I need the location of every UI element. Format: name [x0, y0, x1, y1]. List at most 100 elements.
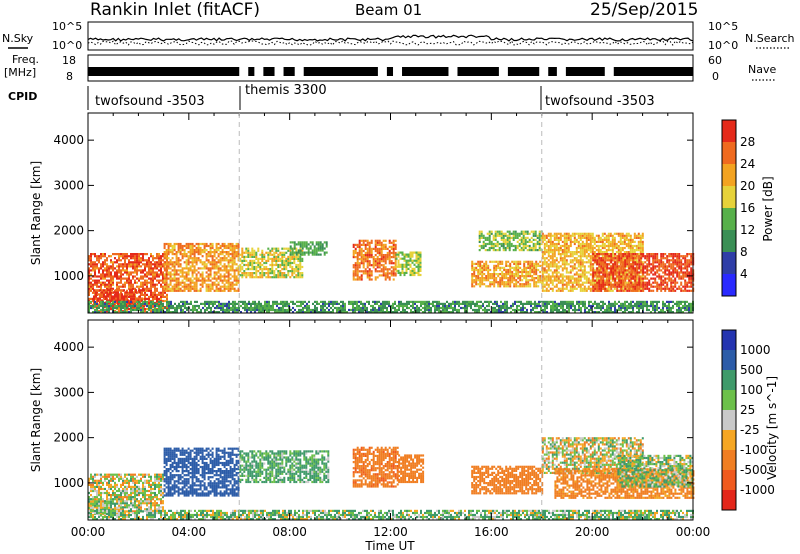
data-cell — [265, 251, 268, 254]
data-cell — [646, 267, 649, 270]
freq-gap — [556, 66, 566, 78]
data-cell — [626, 255, 629, 258]
data-cell — [207, 287, 210, 290]
data-cell — [99, 295, 101, 298]
data-cell — [243, 259, 246, 262]
data-cell — [515, 262, 518, 265]
data-cell — [553, 238, 556, 241]
data-cell — [269, 272, 272, 275]
data-cell — [583, 234, 586, 237]
data-cell — [529, 262, 532, 265]
data-cell — [98, 275, 100, 278]
data-cell — [519, 279, 522, 282]
data-cell — [575, 259, 578, 262]
data-cell — [481, 283, 484, 286]
data-cell — [635, 244, 638, 248]
data-cell — [597, 240, 600, 243]
data-cell — [293, 253, 296, 256]
data-cell — [599, 269, 602, 272]
data-cell — [390, 260, 393, 263]
data-cell — [509, 266, 512, 269]
data-cell — [639, 287, 642, 290]
data-cell — [130, 265, 132, 268]
data-cell — [187, 283, 190, 286]
data-cell — [684, 263, 687, 266]
data-cell — [140, 311, 142, 314]
data-cell — [386, 272, 389, 275]
data-cell — [141, 293, 143, 296]
data-cell — [122, 302, 124, 305]
data-cell — [94, 311, 96, 314]
data-cell — [627, 277, 630, 280]
data-cell — [613, 259, 616, 262]
data-cell — [608, 255, 611, 258]
data-cell — [358, 249, 361, 253]
data-cell — [606, 275, 609, 278]
data-cell — [139, 289, 141, 292]
data-cell — [509, 283, 512, 286]
data-cell — [130, 263, 132, 266]
data-cell — [291, 251, 294, 254]
data-cell — [600, 283, 603, 286]
data-cell — [113, 291, 115, 294]
data-cell — [360, 239, 363, 242]
data-cell — [555, 232, 558, 235]
data-cell — [497, 273, 500, 276]
data-cell — [690, 273, 693, 276]
data-cell — [163, 253, 166, 256]
data-cell — [253, 265, 256, 269]
data-cell — [543, 279, 546, 282]
data-cell — [215, 277, 218, 280]
data-cell — [187, 251, 190, 254]
data-cell — [171, 251, 174, 254]
data-cell — [487, 273, 490, 276]
data-cell — [384, 266, 387, 269]
data-cell — [245, 259, 248, 262]
data-cell — [634, 277, 637, 280]
data-cell — [477, 262, 480, 265]
data-cell — [577, 259, 580, 262]
data-cell — [167, 283, 170, 286]
data-cell — [388, 260, 391, 263]
data-cell — [620, 275, 623, 278]
data-cell — [134, 275, 136, 278]
data-cell — [231, 253, 234, 256]
data-cell — [128, 277, 130, 280]
data-cell — [112, 253, 114, 256]
data-cell — [634, 283, 637, 286]
data-cell — [160, 302, 162, 305]
data-cell — [488, 242, 491, 246]
data-cell — [127, 299, 129, 302]
data-cell — [473, 281, 476, 284]
data-cell — [146, 281, 148, 284]
data-cell — [231, 251, 234, 254]
data-cell — [287, 270, 290, 273]
data-cell — [358, 258, 361, 261]
data-cell — [94, 253, 96, 256]
data-cell — [621, 257, 624, 260]
data-cell — [291, 270, 294, 273]
data-cell — [563, 265, 566, 268]
data-cell — [557, 240, 560, 243]
data-cell — [227, 287, 230, 290]
data-cell — [167, 257, 170, 260]
data-cell — [247, 249, 250, 252]
data-cell — [519, 266, 522, 269]
data-cell — [549, 249, 552, 252]
data-cell — [652, 269, 655, 272]
data-cell — [104, 308, 106, 312]
data-cell — [628, 285, 631, 288]
data-cell — [636, 271, 639, 274]
data-cell — [299, 259, 302, 262]
data-cell — [388, 276, 391, 279]
data-cell — [549, 240, 552, 243]
data-cell — [243, 255, 246, 258]
data-cell — [100, 263, 102, 266]
data-cell — [364, 239, 367, 242]
data-cell — [394, 272, 397, 275]
data-cell — [547, 265, 550, 268]
data-cell — [167, 267, 170, 270]
data-cell — [121, 293, 123, 296]
data-cell — [523, 270, 526, 274]
data-cell — [541, 273, 544, 276]
